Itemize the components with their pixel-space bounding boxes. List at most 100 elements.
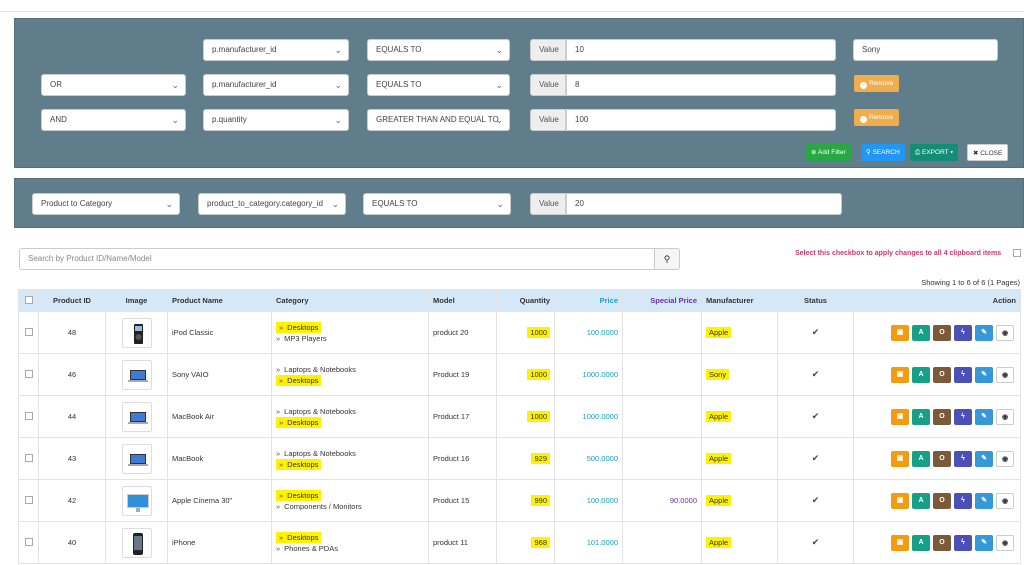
attribute-icon[interactable]: A	[912, 366, 930, 383]
option-icon[interactable]: O	[933, 324, 951, 341]
col-price[interactable]: Price	[554, 289, 623, 312]
col-category[interactable]: Category	[271, 289, 429, 312]
option-icon[interactable]: O	[933, 366, 951, 383]
product-special-price: 90.0000	[622, 479, 702, 522]
filter-operator-select[interactable]: EQUALS TO ⌄	[367, 39, 510, 61]
attribute-icon[interactable]: A	[912, 492, 930, 509]
filter-field-select[interactable]: product_to_category.category_id ⌄	[198, 193, 346, 215]
category-filter-panel: Product to Category ⌄ product_to_category…	[14, 178, 1024, 228]
image-icon[interactable]: ▣	[891, 366, 909, 383]
filter-logic-select[interactable]: OR ⌄	[41, 74, 186, 96]
col-product-id[interactable]: Product ID	[38, 289, 106, 312]
product-model: product 11	[428, 521, 497, 564]
product-manufacturer: Apple	[701, 311, 778, 354]
option-icon[interactable]: O	[933, 534, 951, 551]
pencil-icon[interactable]: ✎	[975, 450, 993, 467]
value-label: Value	[530, 109, 566, 131]
bolt-icon[interactable]: ϟ	[954, 534, 972, 551]
eye-icon[interactable]: ◉	[996, 324, 1014, 341]
double-chevron-icon: »	[279, 532, 284, 542]
filter-operator-select[interactable]: EQUALS TO ⌄	[367, 74, 510, 96]
pencil-icon[interactable]: ✎	[975, 534, 993, 551]
image-icon[interactable]: ▣	[891, 450, 909, 467]
eye-icon[interactable]: ◉	[996, 492, 1014, 509]
row-checkbox[interactable]	[18, 353, 39, 396]
attribute-icon[interactable]: A	[912, 534, 930, 551]
filter-value-input[interactable]: 100	[566, 109, 836, 131]
product-name: Sony VAIO	[167, 353, 272, 396]
double-chevron-icon: »	[279, 322, 284, 332]
product-model: Product 15	[428, 479, 497, 522]
bolt-icon[interactable]: ϟ	[954, 408, 972, 425]
image-icon[interactable]: ▣	[891, 534, 909, 551]
search-button[interactable]: ⚲ SEARCH	[861, 144, 905, 161]
option-icon[interactable]: O	[933, 450, 951, 467]
row-checkbox[interactable]	[18, 437, 39, 480]
filter-logic-select[interactable]: AND ⌄	[41, 109, 186, 131]
pagination-info: Showing 1 to 6 of 6 (1 Pages)	[921, 278, 1020, 287]
col-model[interactable]: Model	[428, 289, 497, 312]
category-cell: » Desktops » Phones & PDAs	[271, 521, 429, 564]
pencil-icon[interactable]: ✎	[975, 366, 993, 383]
caret-down-icon: ▾	[948, 149, 954, 156]
col-special-price[interactable]: Special Price	[622, 289, 702, 312]
attribute-icon[interactable]: A	[912, 450, 930, 467]
remove-filter-button[interactable]: − Remove	[854, 109, 900, 126]
category-cell: » Laptops & Notebooks » Desktops	[271, 437, 429, 480]
chevron-down-icon: ⌄	[171, 115, 179, 125]
filter-field-select[interactable]: p.quantity ⌄	[203, 109, 349, 131]
chevron-down-icon: ⌄	[165, 199, 173, 209]
col-manufacturer[interactable]: Manufacturer	[701, 289, 778, 312]
filter-value-input[interactable]: 8	[566, 74, 836, 96]
option-icon[interactable]: O	[933, 492, 951, 509]
col-status[interactable]: Status	[777, 289, 854, 312]
top-strip	[0, 0, 1024, 12]
bolt-icon[interactable]: ϟ	[954, 324, 972, 341]
attribute-icon[interactable]: A	[912, 324, 930, 341]
row-checkbox[interactable]	[18, 479, 39, 522]
col-product-name[interactable]: Product Name	[167, 289, 272, 312]
filter-table-select[interactable]: Product to Category ⌄	[32, 193, 180, 215]
filter-operator-select[interactable]: EQUALS TO ⌄	[363, 193, 511, 215]
eye-icon[interactable]: ◉	[996, 366, 1014, 383]
pencil-icon[interactable]: ✎	[975, 408, 993, 425]
image-icon[interactable]: ▣	[891, 492, 909, 509]
filter-value-input[interactable]: 10	[566, 39, 836, 61]
filter-field-select[interactable]: p.manufacturer_id ⌄	[203, 39, 349, 61]
bolt-icon[interactable]: ϟ	[954, 492, 972, 509]
product-model: Product 17	[428, 395, 497, 438]
close-icon: ✖	[973, 150, 981, 157]
clipboard-checkbox[interactable]	[1013, 249, 1021, 257]
row-checkbox[interactable]	[18, 311, 39, 354]
row-checkbox[interactable]	[18, 395, 39, 438]
col-quantity[interactable]: Quantity	[496, 289, 555, 312]
pencil-icon[interactable]: ✎	[975, 492, 993, 509]
filter-field-select[interactable]: p.manufacturer_id ⌄	[203, 74, 349, 96]
search-input[interactable]: Search by Product ID/Name/Model	[19, 248, 655, 270]
bolt-icon[interactable]: ϟ	[954, 366, 972, 383]
close-button[interactable]: ✖ CLOSE	[967, 144, 1009, 161]
eye-icon[interactable]: ◉	[996, 534, 1014, 551]
product-special-price	[622, 437, 702, 480]
search-icon[interactable]: ⚲	[655, 248, 680, 270]
image-icon[interactable]: ▣	[891, 408, 909, 425]
pencil-icon[interactable]: ✎	[975, 324, 993, 341]
eye-icon[interactable]: ◉	[996, 408, 1014, 425]
filter-operator-select[interactable]: GREATER THAN AND EQUAL TO ⌄	[367, 109, 510, 131]
product-thumbnail	[121, 359, 152, 390]
product-quantity: 929	[496, 437, 555, 480]
select-all-checkbox[interactable]	[18, 289, 39, 312]
attribute-icon[interactable]: A	[912, 408, 930, 425]
eye-icon[interactable]: ◉	[996, 450, 1014, 467]
image-icon[interactable]: ▣	[891, 324, 909, 341]
row-checkbox[interactable]	[18, 521, 39, 564]
filter-value-input[interactable]: 20	[566, 193, 842, 215]
double-chevron-icon: »	[276, 333, 281, 343]
export-button[interactable]: ⎙ EXPORT ▾	[910, 144, 959, 161]
bolt-icon[interactable]: ϟ	[954, 450, 972, 467]
manufacturer-name-field[interactable]: Sony	[853, 39, 998, 61]
remove-filter-button[interactable]: − Remove	[854, 75, 900, 92]
add-filter-button[interactable]: ⊕ Add Filter	[806, 144, 851, 161]
option-icon[interactable]: O	[933, 408, 951, 425]
